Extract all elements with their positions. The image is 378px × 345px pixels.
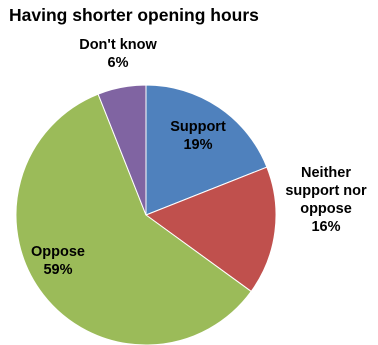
slice-labels: Support 19% Neither support nor oppose 16% Opp… <box>31 37 367 278</box>
label-oppose: Oppose 59% <box>31 244 85 278</box>
label-neither-line: oppose <box>300 201 352 217</box>
label-support-line: Support <box>170 119 226 135</box>
label-oppose-line: Oppose <box>31 244 85 260</box>
label-oppose-line: 59% <box>43 262 72 278</box>
slice-oppose <box>15 93 252 345</box>
pie-slices <box>15 84 277 345</box>
slice-support <box>145 84 268 216</box>
label-neither: Neither support nor oppose 16% <box>285 165 367 235</box>
slice-neither <box>144 166 277 293</box>
label-neither-line: support nor <box>285 183 367 199</box>
label-support: Support 19% <box>170 119 226 153</box>
label-neither-line: 16% <box>311 219 340 235</box>
label-neither-line: Neither <box>301 165 351 181</box>
chart-title: Having shorter opening hours <box>9 5 259 25</box>
label-dont-know: Don't know 6% <box>79 37 157 71</box>
label-dont-know-line: 6% <box>108 55 129 71</box>
label-dont-know-line: Don't know <box>79 37 157 53</box>
label-support-line: 19% <box>183 137 212 153</box>
slice-dont-know <box>97 84 147 216</box>
